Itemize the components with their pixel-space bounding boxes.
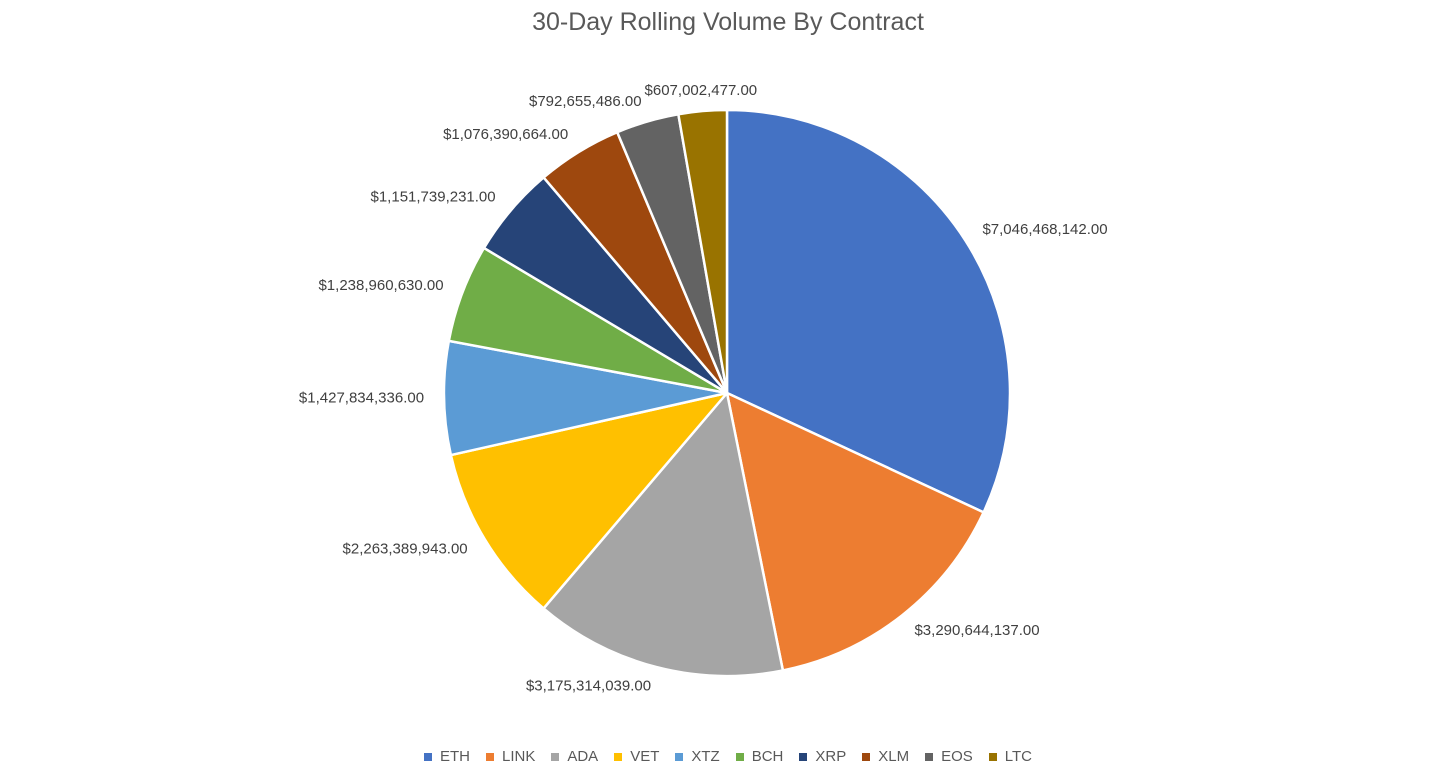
legend-swatch [799,752,808,761]
legend-swatch [614,752,623,761]
legend-label: VET [630,748,660,765]
pie-slice-vet [449,391,729,610]
legend-swatch [423,752,432,761]
legend-label: XLM [878,748,910,765]
legend-item-ada: ADA [551,748,598,765]
legend-swatch [485,752,494,761]
legend-label: LTC [1004,748,1032,765]
legend-swatch [925,752,934,761]
legend-swatch [551,752,560,761]
data-label-ltc: $607,002,477.00 [645,82,758,99]
legend-swatch [862,752,871,761]
legend-item-xtz: XTZ [675,748,720,765]
pie-slice-ltc [677,108,729,395]
legend-label: EOS [941,748,973,765]
data-label-xtz: $1,427,834,336.00 [299,389,424,406]
legend-label: XTZ [691,748,720,765]
data-label-link: $3,290,644,137.00 [914,622,1039,639]
data-label-vet: $2,263,389,943.00 [343,541,468,558]
data-label-xlm: $1,076,390,664.00 [443,126,568,143]
legend-swatch [675,752,684,761]
chart-title: 30-Day Rolling Volume By Contract [532,8,924,36]
legend-item-vet: VET [614,748,659,765]
legend-label: LINK [501,748,536,765]
legend-item-link: LINK [485,748,536,765]
pie-slice-ada [542,391,785,678]
data-label-eos: $792,655,486.00 [529,93,642,110]
legend-label: ADA [567,748,599,765]
data-label-ada: $3,175,314,039.00 [526,677,651,694]
data-label-bch: $1,238,960,630.00 [318,277,443,294]
legend-item-xrp: XRP [799,748,846,765]
legend-swatch [988,752,997,761]
pie-slice-xtz [442,339,729,457]
legend-label: XRP [815,748,847,765]
legend-item-eos: EOS [925,748,973,765]
data-label-eth: $7,046,468,142.00 [982,221,1107,238]
pie-slice-eth [725,108,1012,514]
legend-item-bch: BCH [735,748,784,765]
legend-item-eth: ETH [423,748,470,765]
legend-item-xlm: XLM [862,748,909,765]
legend-label: BCH [751,748,784,765]
chart-legend: ETH LINK ADA VET XTZ BCH XRP XLM EOS LTC [0,748,1456,765]
data-label-xrp: $1,151,739,231.00 [371,188,496,205]
legend-swatch [735,752,744,761]
legend-label: ETH [439,748,470,765]
legend-item-ltc: LTC [988,748,1032,765]
pie-slice-link [725,391,985,672]
